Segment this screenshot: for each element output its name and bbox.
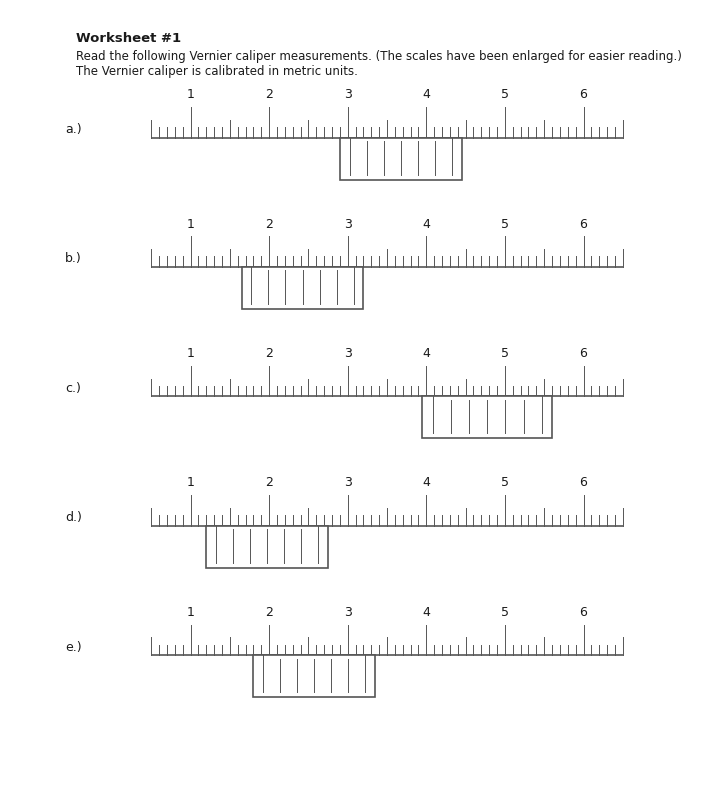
Text: 2: 2 <box>265 606 273 619</box>
Bar <box>340 138 462 180</box>
Text: 1: 1 <box>186 347 194 360</box>
Text: The Vernier caliper is calibrated in metric units.: The Vernier caliper is calibrated in met… <box>76 65 357 78</box>
Text: 4: 4 <box>423 88 431 101</box>
Text: 2: 2 <box>265 218 273 231</box>
Text: 5: 5 <box>501 88 509 101</box>
Text: 2: 2 <box>265 477 273 489</box>
Text: 1: 1 <box>186 606 194 619</box>
Bar <box>242 267 364 309</box>
Text: 6: 6 <box>580 218 588 231</box>
Text: 6: 6 <box>580 477 588 489</box>
Text: 3: 3 <box>343 477 351 489</box>
Bar <box>253 655 375 697</box>
Text: 1: 1 <box>186 88 194 101</box>
Text: d.): d.) <box>65 511 81 524</box>
Text: 3: 3 <box>343 606 351 619</box>
Text: 2: 2 <box>265 347 273 360</box>
Text: 6: 6 <box>580 347 588 360</box>
Text: 4: 4 <box>423 347 431 360</box>
Text: 2: 2 <box>265 88 273 101</box>
Text: e.): e.) <box>65 641 81 654</box>
Text: 4: 4 <box>423 477 431 489</box>
Text: 1: 1 <box>186 218 194 231</box>
Text: 4: 4 <box>423 606 431 619</box>
Bar <box>206 526 328 568</box>
Text: b.): b.) <box>65 252 81 265</box>
Text: 5: 5 <box>501 347 509 360</box>
Text: 3: 3 <box>343 88 351 101</box>
Text: Worksheet #1: Worksheet #1 <box>76 32 181 45</box>
Text: 4: 4 <box>423 218 431 231</box>
Text: 5: 5 <box>501 218 509 231</box>
Text: 5: 5 <box>501 477 509 489</box>
Text: 3: 3 <box>343 347 351 360</box>
Text: 1: 1 <box>186 477 194 489</box>
Text: Read the following Vernier caliper measurements. (The scales have been enlarged : Read the following Vernier caliper measu… <box>76 50 681 63</box>
Text: 6: 6 <box>580 606 588 619</box>
Text: 5: 5 <box>501 606 509 619</box>
Text: 3: 3 <box>343 218 351 231</box>
Text: 6: 6 <box>580 88 588 101</box>
Text: c.): c.) <box>65 382 81 395</box>
Text: a.): a.) <box>65 123 81 136</box>
Bar <box>423 396 552 438</box>
